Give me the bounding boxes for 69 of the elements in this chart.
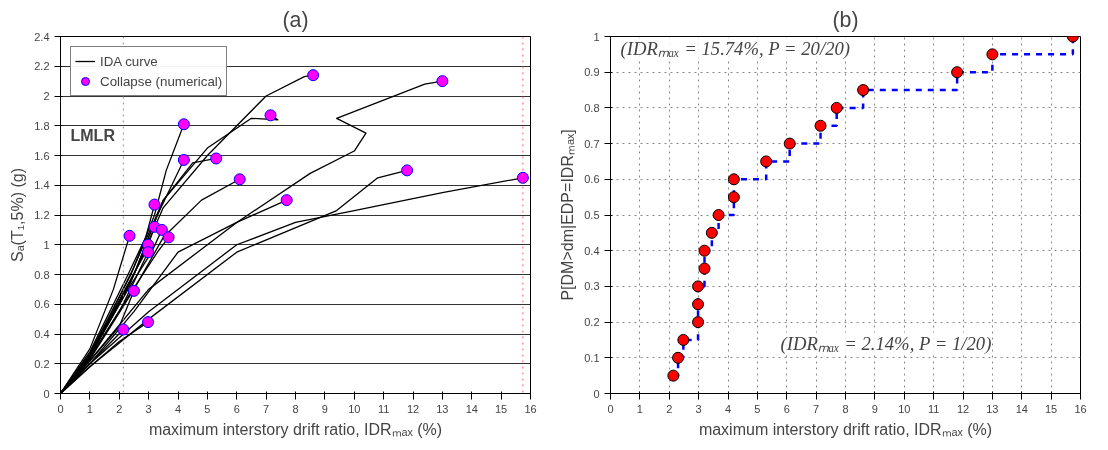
x-tick-label: 8 xyxy=(292,402,299,415)
x-tick-label: 11 xyxy=(927,402,940,415)
y-tick-label: 1.2 xyxy=(34,209,50,221)
y-tick-label: 0.9 xyxy=(584,66,600,79)
annotation: (IDRₘₐₓ = 15.74%, P = 20/20) xyxy=(620,37,851,60)
y-tick-label: 0.2 xyxy=(34,357,50,370)
x-tick-label: 12 xyxy=(406,402,420,415)
legend-label: IDA curve xyxy=(100,53,158,69)
x-tick-label: 14 xyxy=(1015,402,1028,415)
x-tick-label: 0 xyxy=(607,402,614,415)
x-tick-label: 9 xyxy=(321,402,328,415)
x-tick-label: 0 xyxy=(57,402,64,415)
x-tick-label: 6 xyxy=(233,402,240,415)
y-tick-label: 0.5 xyxy=(584,209,600,221)
y-tick-label: 0.6 xyxy=(584,173,600,186)
x-tick-label: 5 xyxy=(204,402,211,415)
chart-title: (a) xyxy=(282,7,309,32)
y-tick-label: 0.1 xyxy=(584,351,600,364)
y-tick-label: 1 xyxy=(43,238,50,251)
x-axis-title: maximum interstory drift ratio, IDRₘₐₓ (%) xyxy=(698,420,993,438)
y-tick-label: 2.4 xyxy=(34,30,50,43)
x-tick-label: 13 xyxy=(986,402,999,415)
annotation: (IDRₘₐₓ = 2.14%, P = 1/20) xyxy=(780,332,992,355)
x-tick-label: 7 xyxy=(813,402,820,415)
y-tick-label: 0.4 xyxy=(34,328,50,340)
y-tick-label: 2.2 xyxy=(34,60,50,73)
chart-title: (b) xyxy=(832,7,859,32)
x-tick-label: 15 xyxy=(1045,402,1058,415)
x-tick-label: 8 xyxy=(842,402,849,415)
y-tick-label: 0 xyxy=(593,387,600,400)
x-tick-label: 16 xyxy=(524,402,537,415)
y-tick-label: 0.8 xyxy=(584,101,600,114)
y-tick-label: 0.3 xyxy=(584,280,600,293)
y-tick-label: 2 xyxy=(43,90,50,102)
x-tick-label: 4 xyxy=(174,402,182,415)
x-tick-label: 4 xyxy=(724,402,732,415)
y-tick-label: 0 xyxy=(43,387,50,400)
y-axis-title: P[DM>dm|EDP=IDRₘₐₓ] xyxy=(559,129,577,301)
x-tick-label: 13 xyxy=(436,402,449,415)
y-axis-title: Sₐ(T₁,5%) (g) xyxy=(9,167,27,263)
annotation: LMLR xyxy=(70,126,116,144)
x-tick-label: 10 xyxy=(898,402,911,415)
y-tick-label: 0.7 xyxy=(584,137,600,150)
x-tick-label: 3 xyxy=(145,402,152,415)
y-tick-label: 0.2 xyxy=(584,316,600,329)
x-tick-label: 11 xyxy=(377,402,390,415)
y-tick-label: 0.6 xyxy=(34,298,50,311)
x-tick-label: 10 xyxy=(348,402,361,415)
x-axis-title: maximum interstory drift ratio, IDRₘₐₓ (%) xyxy=(148,420,443,438)
x-tick-label: 7 xyxy=(263,402,270,415)
y-tick-label: 1.4 xyxy=(34,179,50,192)
x-tick-label: 15 xyxy=(495,402,508,415)
y-tick-label: 1 xyxy=(593,30,600,43)
x-tick-label: 1 xyxy=(636,402,643,415)
x-tick-label: 5 xyxy=(754,402,761,415)
x-tick-label: 12 xyxy=(956,402,970,415)
y-tick-label: 1.6 xyxy=(34,149,50,162)
x-tick-label: 6 xyxy=(783,402,790,415)
x-tick-label: 3 xyxy=(695,402,702,415)
y-tick-label: 1.8 xyxy=(34,119,50,132)
y-tick-label: 0.8 xyxy=(34,268,50,281)
y-tick-label: 0.4 xyxy=(584,244,600,257)
x-tick-label: 2 xyxy=(116,402,123,415)
x-tick-label: 2 xyxy=(666,402,673,415)
x-tick-label: 16 xyxy=(1074,402,1087,415)
legend-label: Collapse (numerical) xyxy=(100,73,223,89)
x-tick-label: 14 xyxy=(465,402,478,415)
x-tick-label: 9 xyxy=(871,402,878,415)
x-tick-label: 1 xyxy=(86,402,93,415)
